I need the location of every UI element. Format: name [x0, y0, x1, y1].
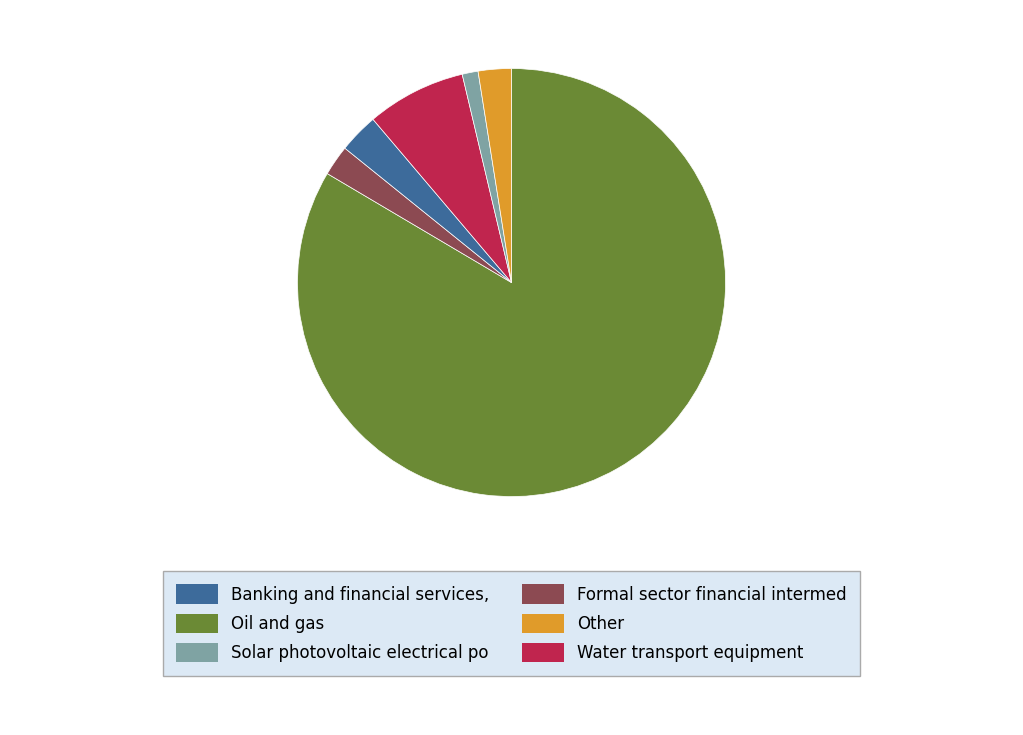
Wedge shape [298, 68, 725, 497]
Wedge shape [373, 74, 512, 282]
Wedge shape [327, 148, 512, 282]
Legend: Banking and financial services,, Oil and gas, Solar photovoltaic electrical po, : Banking and financial services,, Oil and… [163, 571, 860, 675]
Wedge shape [462, 71, 512, 282]
Wedge shape [345, 119, 512, 282]
Wedge shape [478, 68, 512, 282]
